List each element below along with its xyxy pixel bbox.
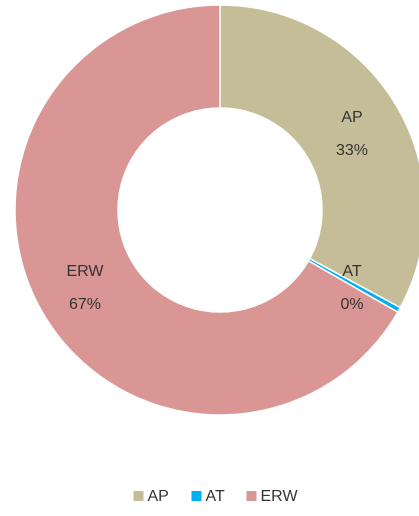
legend-label: AT <box>206 488 225 505</box>
legend-label: ERW <box>261 488 299 505</box>
legend-label: AP <box>148 488 169 505</box>
donut-slice <box>14 4 399 416</box>
slice-value-label: 33% <box>336 142 368 159</box>
slice-value-label: 0% <box>340 296 363 313</box>
slice-label: AT <box>342 263 361 280</box>
legend-swatch <box>191 491 202 501</box>
slice-label: ERW <box>66 263 104 280</box>
slice-label: AP <box>341 109 362 126</box>
slice-value-label: 67% <box>69 296 101 313</box>
legend-swatch <box>246 491 257 501</box>
donut-slice <box>219 4 419 309</box>
legend-swatch <box>133 491 144 501</box>
